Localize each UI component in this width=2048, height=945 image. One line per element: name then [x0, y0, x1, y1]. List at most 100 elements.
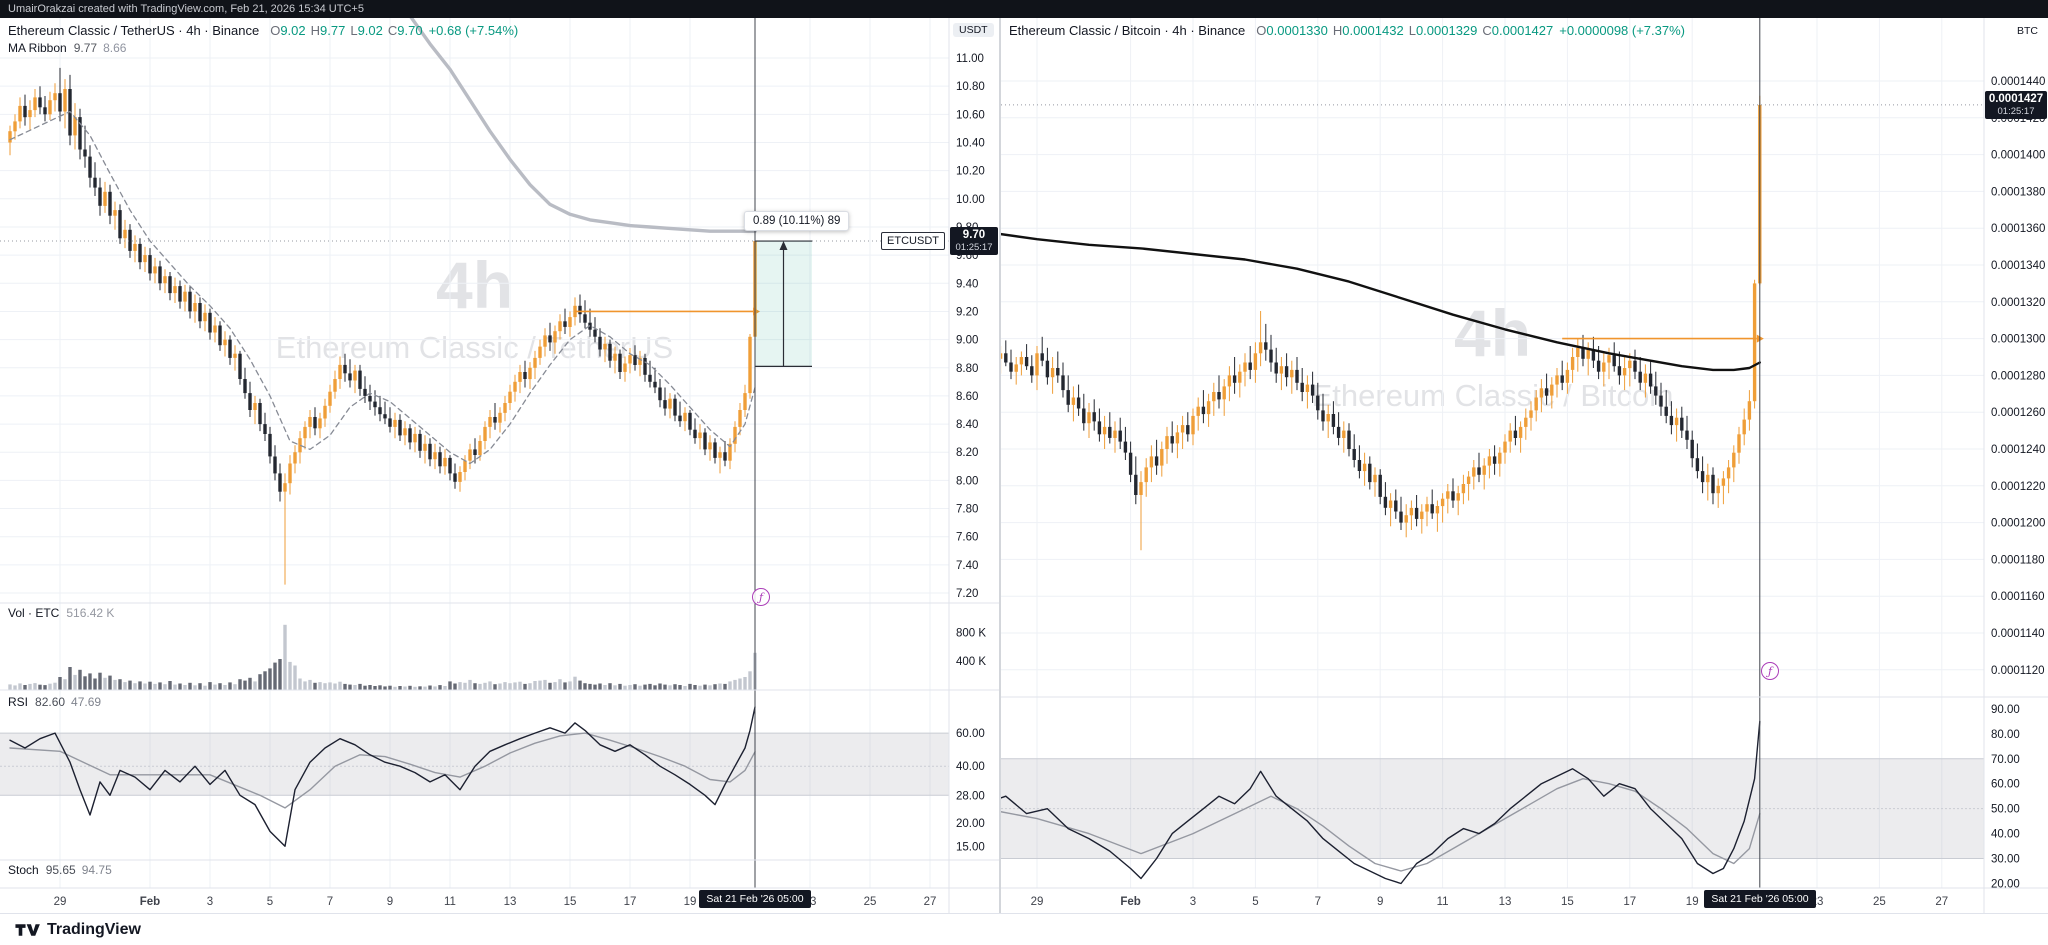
indicator-label[interactable]: RSI: [8, 695, 29, 709]
svg-text:11: 11: [1437, 896, 1449, 908]
svg-text:0.0001340: 0.0001340: [1991, 260, 2045, 272]
stoch-k-value: 95.65: [45, 863, 76, 877]
last-price-chip: 0.0001427 01:25:17: [1985, 91, 2047, 119]
rsi-legend[interactable]: RSI 82.60 47.69: [8, 695, 101, 709]
legend-right[interactable]: Ethereum Classic / Bitcoin · 4h · Binanc…: [1009, 23, 1685, 38]
svg-text:5: 5: [267, 896, 273, 908]
svg-text:7.80: 7.80: [956, 504, 978, 516]
ma-value-2: 8.66: [103, 41, 127, 55]
svg-text:15: 15: [1561, 896, 1574, 908]
svg-text:3: 3: [207, 896, 213, 908]
indicator-label[interactable]: Stoch: [8, 863, 39, 877]
last-price: 0.0001427: [1988, 93, 2044, 105]
price-range-measure-label[interactable]: 0.89 (10.11%) 89: [744, 211, 850, 231]
last-price: 9.70: [962, 229, 986, 241]
svg-text:7: 7: [327, 896, 333, 908]
svg-text:40.00: 40.00: [1991, 829, 2020, 841]
svg-text:0.0001400: 0.0001400: [1991, 150, 2045, 162]
svg-text:15.00: 15.00: [956, 841, 985, 853]
svg-text:60.00: 60.00: [956, 728, 985, 740]
svg-text:9.20: 9.20: [956, 306, 978, 318]
svg-text:800 K: 800 K: [956, 627, 986, 639]
crosshair-time-chip: Sat 21 Feb '26 05:00: [1704, 890, 1816, 908]
attribution-bar: UmairOrakzai created with TradingView.co…: [0, 0, 2048, 18]
svg-text:7.20: 7.20: [956, 588, 978, 600]
svg-text:50.00: 50.00: [1991, 804, 2020, 816]
svg-text:10.60: 10.60: [956, 109, 985, 121]
change-value: +0.68 (+7.54%): [428, 23, 519, 38]
svg-text:29: 29: [1031, 896, 1044, 908]
svg-text:0.0001220: 0.0001220: [1991, 481, 2045, 493]
svg-text:0.0001120: 0.0001120: [1991, 665, 2045, 677]
svg-text:20.00: 20.00: [956, 818, 985, 830]
svg-text:Feb: Feb: [140, 896, 160, 908]
fx-indicator-icon[interactable]: ƒ: [752, 588, 770, 606]
symbol-title[interactable]: Ethereum Classic / Bitcoin · 4h · Binanc…: [1009, 23, 1246, 38]
svg-text:27: 27: [1935, 896, 1948, 908]
crosshair-time-chip: Sat 21 Feb '26 05:00: [699, 890, 811, 908]
indicator-label[interactable]: Vol · ETC: [8, 606, 60, 620]
svg-text:0.0001380: 0.0001380: [1991, 186, 2045, 198]
svg-text:0.0001180: 0.0001180: [1991, 554, 2045, 566]
svg-text:8.00: 8.00: [956, 475, 978, 487]
svg-text:0.0001280: 0.0001280: [1991, 370, 2045, 382]
svg-text:8.20: 8.20: [956, 447, 978, 459]
volume-value: 516.42 K: [66, 606, 115, 620]
svg-text:0.0001300: 0.0001300: [1991, 334, 2045, 346]
svg-text:9: 9: [387, 896, 393, 908]
svg-text:0.0001320: 0.0001320: [1991, 297, 2045, 309]
legend-left[interactable]: Ethereum Classic / TetherUS · 4h · Binan…: [8, 23, 518, 38]
svg-text:13: 13: [504, 896, 517, 908]
svg-text:17: 17: [1623, 896, 1636, 908]
svg-text:10.00: 10.00: [956, 194, 985, 206]
svg-text:11.00: 11.00: [956, 53, 984, 65]
indicator-label[interactable]: MA Ribbon: [8, 41, 67, 55]
svg-text:0.0001360: 0.0001360: [1991, 223, 2045, 235]
volume-legend[interactable]: Vol · ETC 516.42 K: [8, 606, 114, 620]
svg-text:28.00: 28.00: [956, 790, 985, 802]
ma-value-1: 9.77: [73, 41, 98, 55]
svg-text:0.0001240: 0.0001240: [1991, 444, 2045, 456]
svg-text:0.0001440: 0.0001440: [1991, 76, 2045, 88]
svg-text:7: 7: [1315, 896, 1321, 908]
ohlc-values: O0.0001330 H0.0001432 L0.0001329 C0.0001427: [1256, 23, 1554, 38]
symbol-price-label: ETCUSDT: [881, 232, 945, 250]
svg-text:90.00: 90.00: [1991, 704, 2020, 716]
svg-text:11: 11: [444, 896, 456, 908]
svg-text:0.0001140: 0.0001140: [1991, 628, 2045, 640]
svg-text:9.00: 9.00: [956, 335, 978, 347]
price-axis-currency-label[interactable]: BTC: [2017, 25, 2038, 37]
price-axis-currency-chip[interactable]: USDT: [953, 23, 994, 37]
svg-text:25: 25: [1873, 896, 1886, 908]
svg-text:9: 9: [1377, 896, 1383, 908]
svg-text:3: 3: [1190, 896, 1196, 908]
svg-text:Feb: Feb: [1120, 896, 1140, 908]
rsi-ma-value: 47.69: [71, 695, 102, 709]
svg-text:27: 27: [924, 896, 937, 908]
change-value: +0.0000098 (+7.37%): [1559, 23, 1686, 38]
rsi-value: 82.60: [35, 695, 66, 709]
svg-text:10.80: 10.80: [956, 81, 985, 93]
svg-text:0.0001160: 0.0001160: [1991, 591, 2045, 603]
svg-text:40.00: 40.00: [956, 761, 985, 773]
stoch-legend[interactable]: Stoch 95.65 94.75: [8, 863, 112, 877]
bar-countdown: 01:25:17: [955, 242, 993, 253]
symbol-title[interactable]: Ethereum Classic / TetherUS · 4h · Binan…: [8, 23, 260, 38]
fx-indicator-icon[interactable]: ƒ: [1761, 662, 1779, 680]
svg-text:5: 5: [1252, 896, 1258, 908]
tradingview-logo-icon[interactable]: [14, 921, 40, 939]
svg-text:10.20: 10.20: [956, 166, 985, 178]
brand-name[interactable]: TradingView: [47, 920, 141, 938]
svg-text:19: 19: [684, 896, 697, 908]
svg-text:7.40: 7.40: [956, 560, 978, 572]
svg-text:60.00: 60.00: [1991, 779, 2020, 791]
svg-text:0.0001260: 0.0001260: [1991, 407, 2045, 419]
svg-text:15: 15: [564, 896, 577, 908]
svg-text:80.00: 80.00: [1991, 729, 2020, 741]
ma-ribbon-legend[interactable]: MA Ribbon 9.77 8.66: [8, 41, 126, 55]
svg-text:70.00: 70.00: [1991, 754, 2020, 766]
footer: TradingView: [0, 913, 2048, 945]
svg-text:8.40: 8.40: [956, 419, 978, 431]
svg-text:13: 13: [1499, 896, 1512, 908]
